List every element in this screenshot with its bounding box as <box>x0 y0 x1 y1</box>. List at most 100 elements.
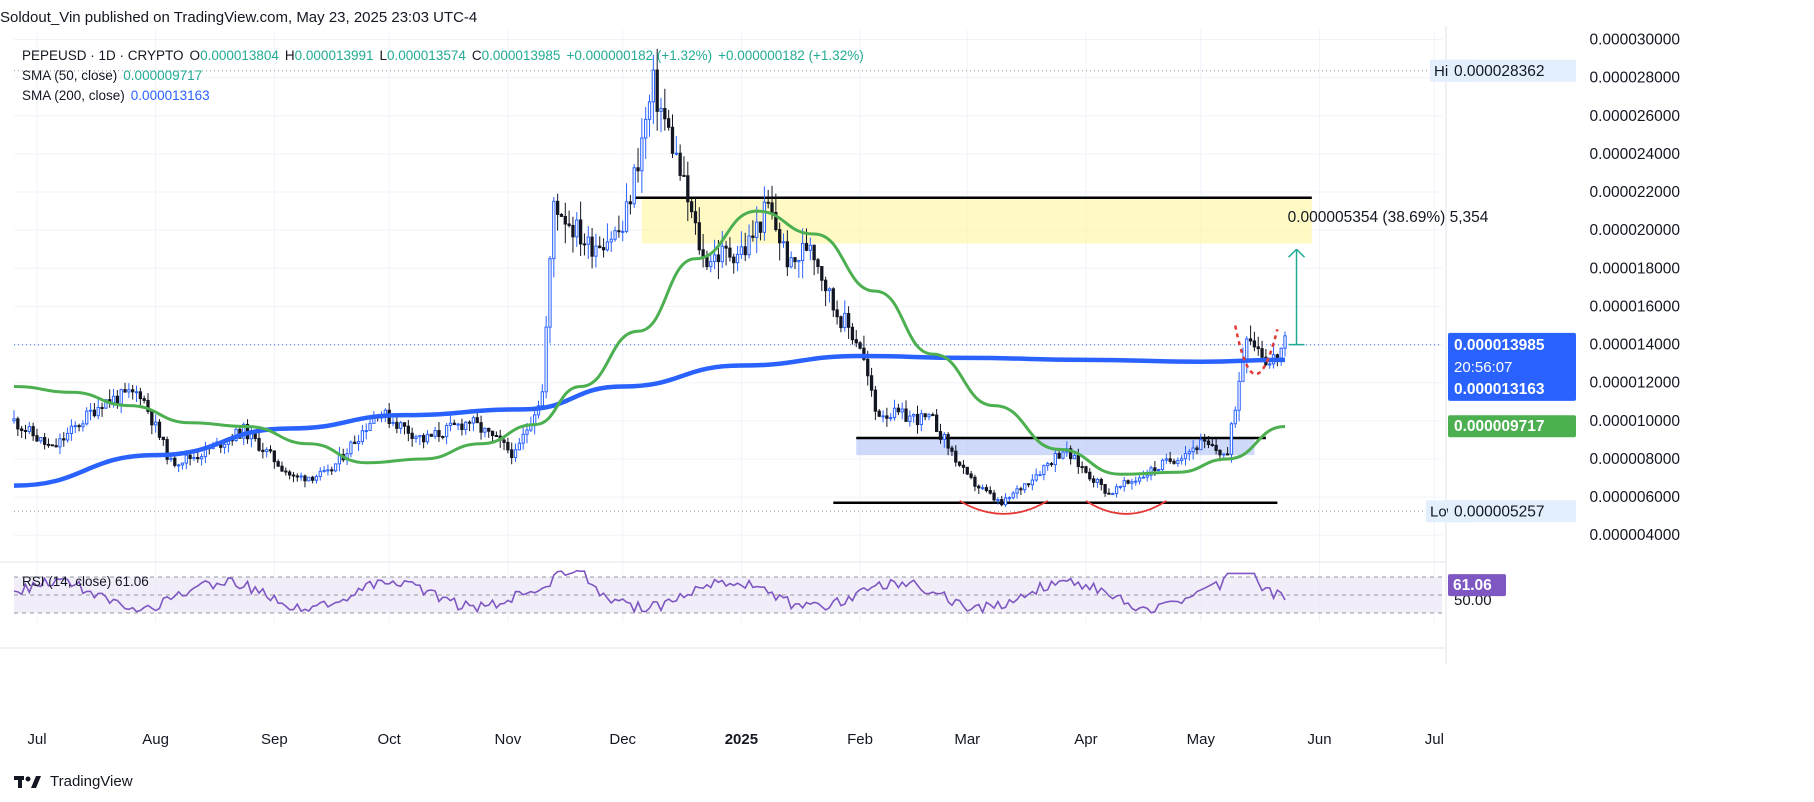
candle-body <box>1233 409 1237 425</box>
sma50-value: 0.000009717 <box>123 68 203 83</box>
candle-body <box>1275 354 1280 359</box>
candle-body <box>487 427 491 432</box>
candle-body <box>467 421 472 424</box>
candle-body <box>578 219 583 245</box>
candle-body <box>678 152 682 176</box>
candle-body <box>88 409 93 412</box>
candle-body <box>659 107 663 112</box>
candle-body <box>555 200 560 215</box>
candle-body <box>154 421 158 426</box>
candle-body <box>326 469 330 472</box>
rsi-line <box>13 569 1286 615</box>
candle-body <box>1000 499 1004 506</box>
candle-body <box>1145 474 1149 478</box>
candle-body <box>1114 486 1119 495</box>
candle-body <box>310 476 315 481</box>
sma50-tag-bg <box>1448 415 1576 438</box>
candle-body <box>395 421 399 429</box>
candle-body <box>766 201 770 204</box>
candle-body <box>594 245 598 257</box>
price-tick-label: 0.000028000 <box>1589 70 1680 87</box>
candle-body <box>735 253 740 264</box>
measure-arrow-head-right <box>1295 248 1306 258</box>
time-tick-label: Jul <box>1425 731 1444 748</box>
candle-body <box>364 430 368 433</box>
candle-body <box>636 167 640 172</box>
high-value-bg <box>1448 59 1576 82</box>
candle-body <box>280 465 284 472</box>
candle-body <box>640 137 644 172</box>
rsi-value-tag-bg <box>1448 574 1506 597</box>
candle-body <box>1072 454 1077 460</box>
candle-body <box>322 469 326 472</box>
candle-body <box>747 235 751 256</box>
candle-body <box>1088 471 1092 480</box>
candle-body <box>984 487 989 492</box>
candle-body <box>709 260 713 268</box>
candle-body <box>421 435 426 443</box>
candle-body <box>134 391 139 394</box>
price-tick-label: 0.000018000 <box>1589 260 1680 277</box>
candle-body <box>448 422 453 427</box>
candle-body <box>483 427 487 433</box>
time-tick-label: Nov <box>495 731 522 748</box>
candle-body <box>567 223 571 226</box>
candle-body <box>751 235 755 238</box>
price-tick-label: 0.000024000 <box>1589 146 1680 163</box>
price-tick-label: 0.000004000 <box>1589 527 1680 544</box>
rsi-value-tag: 61.06 <box>1453 577 1492 594</box>
candle-body <box>820 266 824 281</box>
tradingview-footer[interactable]: TradingView <box>14 773 133 790</box>
candle-body <box>1183 453 1188 460</box>
candle-body <box>628 201 633 205</box>
candle-body <box>827 288 832 292</box>
sma50-row[interactable]: SMA (50, close) 0.000009717 <box>22 66 864 86</box>
candle-body <box>414 436 418 439</box>
candle-body <box>1252 340 1257 348</box>
candle-body <box>1195 447 1199 451</box>
candle-body <box>452 422 456 426</box>
candle-body <box>284 470 288 473</box>
candle-body <box>42 436 47 445</box>
price-tick-label: 0.000022000 <box>1589 184 1680 201</box>
candle-body <box>961 464 966 468</box>
candle-body <box>950 447 954 452</box>
candle-body <box>1122 480 1126 487</box>
candle-body <box>1206 440 1211 445</box>
candle-body <box>368 422 372 432</box>
candle-body <box>843 313 847 329</box>
candle-body <box>1160 459 1165 471</box>
candle-body <box>391 421 395 424</box>
sma200-line <box>13 353 1286 488</box>
price-tick-label: 0.000010000 <box>1589 413 1680 430</box>
candle-body <box>1164 458 1169 461</box>
candle-body <box>1091 478 1096 483</box>
candle-body <box>873 389 878 412</box>
candle-body <box>287 471 292 476</box>
candle-body <box>912 413 916 417</box>
countdown-label: 20:56:07 <box>1454 359 1512 376</box>
last-price-tag-bg <box>1448 332 1576 401</box>
chart-legend: PEPEUSD · 1D · CRYPTO O0.000013804 H0.00… <box>22 46 864 106</box>
candle-body <box>816 259 820 268</box>
candle-body <box>927 414 931 418</box>
sma200-row[interactable]: SMA (200, close) 0.000013163 <box>22 86 864 106</box>
candle-body <box>866 358 870 377</box>
candle-body <box>169 457 173 460</box>
candle-body <box>540 391 544 407</box>
price-tick-label: 0.000026000 <box>1589 108 1680 125</box>
candle-body <box>65 432 70 441</box>
candle-body <box>778 229 782 244</box>
candle-body <box>869 375 874 391</box>
sma50-label: SMA (50, close) <box>22 68 118 83</box>
time-tick-label: Jul <box>27 731 46 748</box>
candle-body <box>1111 493 1115 496</box>
candle-body <box>464 421 468 431</box>
candle-body <box>1279 347 1283 359</box>
candle-body <box>131 389 135 393</box>
candle-body <box>31 426 35 437</box>
candle-body <box>1260 348 1264 358</box>
candle-body <box>1137 477 1142 482</box>
candle-body <box>938 431 943 440</box>
